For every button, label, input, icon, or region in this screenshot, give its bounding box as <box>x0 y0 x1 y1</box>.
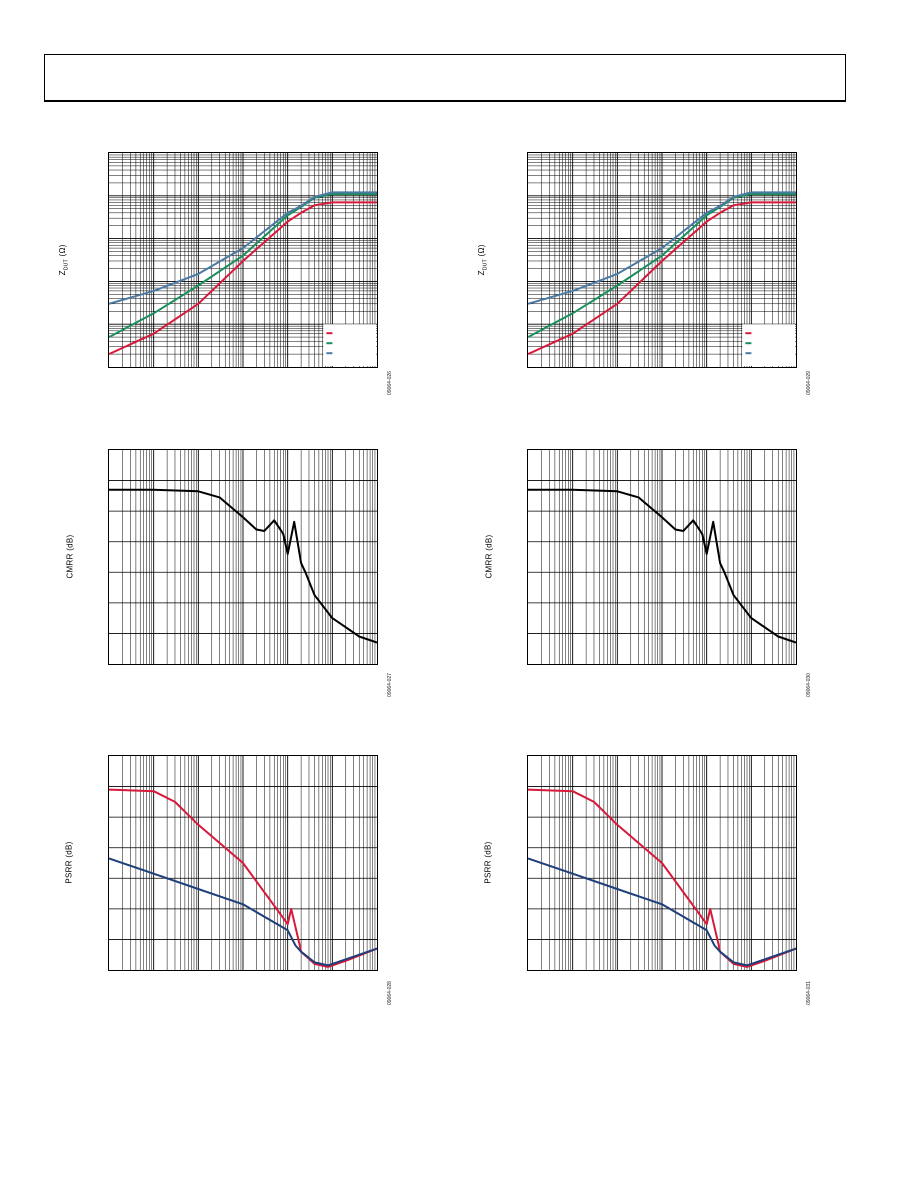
zdut-chart-right <box>527 152 797 368</box>
psrr-left-svg <box>109 756 377 970</box>
figure-id-cmrr-left: 09064-027 <box>386 673 393 697</box>
series-line-blue_gray <box>528 191 796 305</box>
psrr-right-svg <box>528 756 796 970</box>
zdut-left-svg <box>109 153 377 367</box>
cmrr-right-svg <box>528 450 796 664</box>
page-header-box <box>44 54 846 102</box>
psrr-y-axis-label-right: PSRR (dB) <box>483 841 493 884</box>
figure-id-psrr-left: 09064-028 <box>386 981 393 1005</box>
zdut-chart-left <box>108 152 378 368</box>
psrr-chart-right <box>527 755 797 971</box>
zdut-y-axis-label-left: ZDUT (Ω) <box>57 244 70 276</box>
series-line-red <box>528 201 796 356</box>
legend-box <box>742 324 795 366</box>
series-line-green <box>109 193 377 338</box>
legend-box <box>323 324 376 366</box>
series-line-red <box>528 788 796 968</box>
zdut-y-axis-label-right: ZDUT (Ω) <box>476 244 489 276</box>
cmrr-y-axis-label-left: CMRR (dB) <box>65 534 75 579</box>
psrr-chart-left <box>108 755 378 971</box>
series-line-navy <box>109 857 377 967</box>
cmrr-chart-right <box>527 449 797 665</box>
series-line-black <box>528 488 796 644</box>
series-line-green <box>528 193 796 338</box>
series-line-red <box>109 201 377 356</box>
figure-id-cmrr-right: 09064-030 <box>805 673 812 697</box>
cmrr-y-axis-label-right: CMRR (dB) <box>484 534 494 579</box>
series-line-navy <box>528 857 796 967</box>
figure-id-zdut-right: 09064-029 <box>805 371 812 395</box>
series-line-blue_gray <box>109 191 377 305</box>
figure-id-zdut-left: 09064-026 <box>386 371 393 395</box>
series-line-red <box>109 788 377 968</box>
series-line-black <box>109 488 377 644</box>
zdut-right-svg <box>528 153 796 367</box>
cmrr-left-svg <box>109 450 377 664</box>
cmrr-chart-left <box>108 449 378 665</box>
psrr-y-axis-label-left: PSRR (dB) <box>64 841 74 884</box>
figure-id-psrr-right: 09064-031 <box>805 981 812 1005</box>
